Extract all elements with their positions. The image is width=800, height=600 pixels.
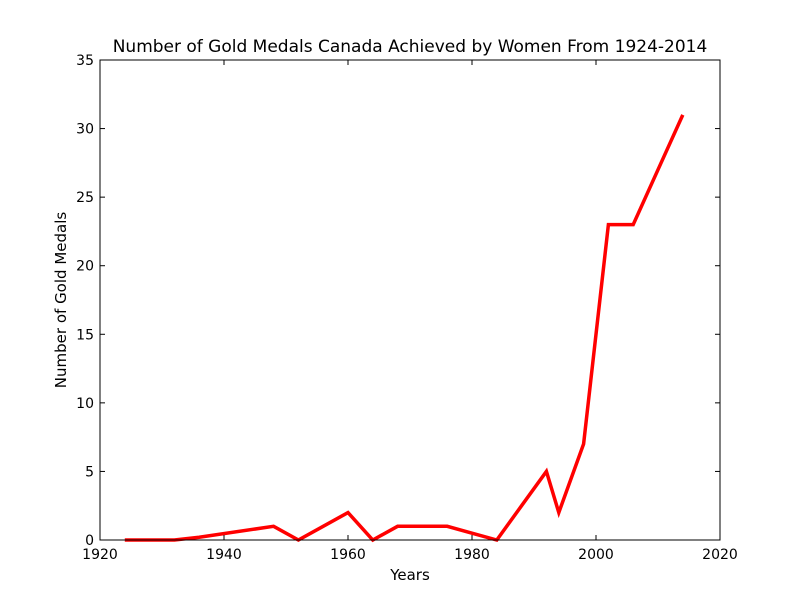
plot-frame <box>99 59 721 541</box>
x-axis: 1920 1940 1960 1980 2000 2020 <box>82 60 738 563</box>
x-tick-label: 1940 <box>206 547 242 563</box>
y-tick-label: 10 <box>76 396 94 412</box>
data-layer <box>124 114 685 543</box>
y-tick-label: 30 <box>76 122 94 138</box>
y-axis-label: Number of Gold Medals <box>52 212 70 389</box>
y-tick-label: 35 <box>76 53 94 69</box>
y-tick-label: 0 <box>85 533 94 549</box>
x-tick-label: 2000 <box>578 547 614 563</box>
plot-background <box>100 60 720 540</box>
y-tick-label: 20 <box>76 259 94 275</box>
y-tick-label: 15 <box>76 327 94 343</box>
x-tick-label: 2020 <box>702 547 738 563</box>
x-axis-label: Years <box>389 566 430 584</box>
chart-title: Number of Gold Medals Canada Achieved by… <box>113 37 708 57</box>
y-tick-label: 25 <box>76 190 94 206</box>
x-tick-label: 1980 <box>454 547 490 563</box>
x-tick-label: 1960 <box>330 547 366 563</box>
y-axis: 0 5 10 15 20 25 30 35 <box>76 53 720 549</box>
y-tick-label: 5 <box>85 464 94 480</box>
series-line <box>124 114 685 543</box>
x-tick-label: 1920 <box>82 547 118 563</box>
